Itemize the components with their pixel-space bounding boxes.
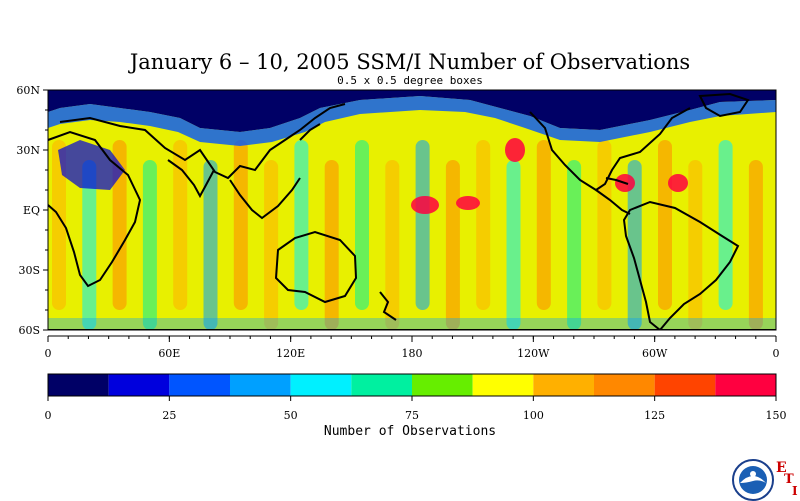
eti-letter-e: E: [776, 460, 787, 476]
colorbar-segment: [654, 374, 716, 396]
colorbar-segment: [290, 374, 352, 396]
longitude-axis: 0 60E 120E 180 120W 60W 0: [45, 335, 780, 360]
colorbar-title: Number of Observations: [323, 424, 497, 439]
lon-label: 0: [45, 347, 52, 360]
lon-label: 180: [402, 347, 423, 360]
lon-label: 0: [773, 347, 780, 360]
colorbar-tick-label: 50: [284, 409, 298, 422]
orbit-stripe: [324, 160, 339, 330]
colorbar-tick-label: 75: [405, 409, 419, 422]
orbit-stripe: [233, 140, 248, 310]
lat-label: EQ: [23, 204, 40, 217]
colorbar-segment: [533, 374, 594, 396]
colorbar-tick-label: 25: [162, 409, 176, 422]
orbit-stripe: [597, 140, 612, 310]
lat-label: 30N: [16, 144, 40, 157]
colorbar-segment: [169, 374, 230, 396]
orbit-stripe: [82, 160, 97, 330]
colorbar-segment: [351, 374, 412, 396]
colorbar-tick-label: 150: [766, 409, 787, 422]
orbit-stripes: [52, 140, 763, 330]
greenland-coast: [698, 92, 750, 118]
colorbar-segment: [48, 374, 109, 396]
south-lowcount-band: [48, 318, 776, 330]
africa-coast: [48, 130, 142, 288]
hotspot: [456, 196, 480, 210]
lat-label: 60S: [18, 324, 40, 337]
north-america-coast: [529, 107, 691, 192]
colorbar-segment: [412, 374, 473, 396]
lat-label: 30S: [18, 264, 40, 277]
arctic-blue-band: [48, 96, 776, 146]
orbit-stripe: [355, 140, 369, 310]
colorbar-segment: [230, 374, 291, 396]
hotspots: [411, 138, 688, 214]
orbit-stripe: [748, 160, 763, 330]
lon-label: 120E: [276, 347, 305, 360]
orbit-stripe: [567, 160, 582, 330]
japan-coast: [299, 123, 321, 141]
hotspot: [505, 138, 525, 162]
latitude-axis: 60N 30N EQ 30S 60S: [16, 84, 48, 337]
orbit-stripe: [506, 160, 521, 330]
asia-interior-blue: [58, 140, 125, 190]
orbit-stripe: [203, 160, 218, 330]
lat-label: 60N: [16, 84, 40, 97]
page-subtitle: 0.5 x 0.5 degree boxes: [337, 74, 483, 87]
colorbar-segment: [472, 374, 534, 396]
page-title: January 6 – 10, 2005 SSM/I Number of Obs…: [129, 50, 691, 74]
india-coast: [167, 159, 215, 199]
southeast-asia-coast: [229, 177, 301, 220]
orbit-stripe: [112, 140, 127, 310]
colorbar: 0 25 50 75 100 125 150: [45, 373, 787, 422]
orbit-stripe: [476, 140, 491, 310]
hotspot: [668, 174, 688, 192]
observation-map: [48, 90, 776, 330]
australia-coast: [274, 230, 358, 304]
caribbean-islands: [605, 177, 629, 185]
orbit-stripe: [385, 160, 400, 330]
south-america-coast: [622, 200, 740, 330]
noaa-logo: [732, 459, 774, 501]
colorbar-tick-label: 100: [523, 409, 544, 422]
lon-label: 60E: [158, 347, 180, 360]
colorbar-segment: [594, 374, 655, 396]
europe-asia-coast: [59, 103, 346, 180]
colorbar-segment: [108, 374, 170, 396]
orbit-stripe: [536, 140, 551, 310]
colorbar-segment: [715, 374, 776, 396]
central-america-coast: [595, 189, 631, 215]
orbit-stripe: [627, 160, 642, 330]
lon-label: 60W: [642, 347, 668, 360]
orbit-stripe: [445, 160, 460, 330]
colorbar-tick-label: 0: [45, 409, 52, 422]
orbit-stripe: [173, 140, 188, 310]
eti-letter-t: T: [784, 472, 794, 487]
arctic-dark-zone: [48, 90, 776, 132]
orbit-stripe: [415, 140, 430, 310]
orbit-stripe: [658, 140, 672, 310]
orbit-stripe: [294, 140, 309, 310]
coastlines: [48, 92, 776, 330]
eti-logo: E T I: [776, 460, 800, 500]
orbit-stripe: [718, 140, 733, 310]
orbit-stripe: [52, 140, 66, 310]
hotspot: [411, 196, 439, 214]
orbit-stripe: [688, 160, 703, 330]
orbit-stripe: [264, 160, 279, 330]
new-zealand-coast: [379, 291, 397, 321]
eti-letter-i: I: [792, 484, 798, 498]
lon-label: 120W: [517, 347, 550, 360]
colorbar-tick-label: 125: [644, 409, 665, 422]
orbit-stripe: [142, 160, 157, 330]
